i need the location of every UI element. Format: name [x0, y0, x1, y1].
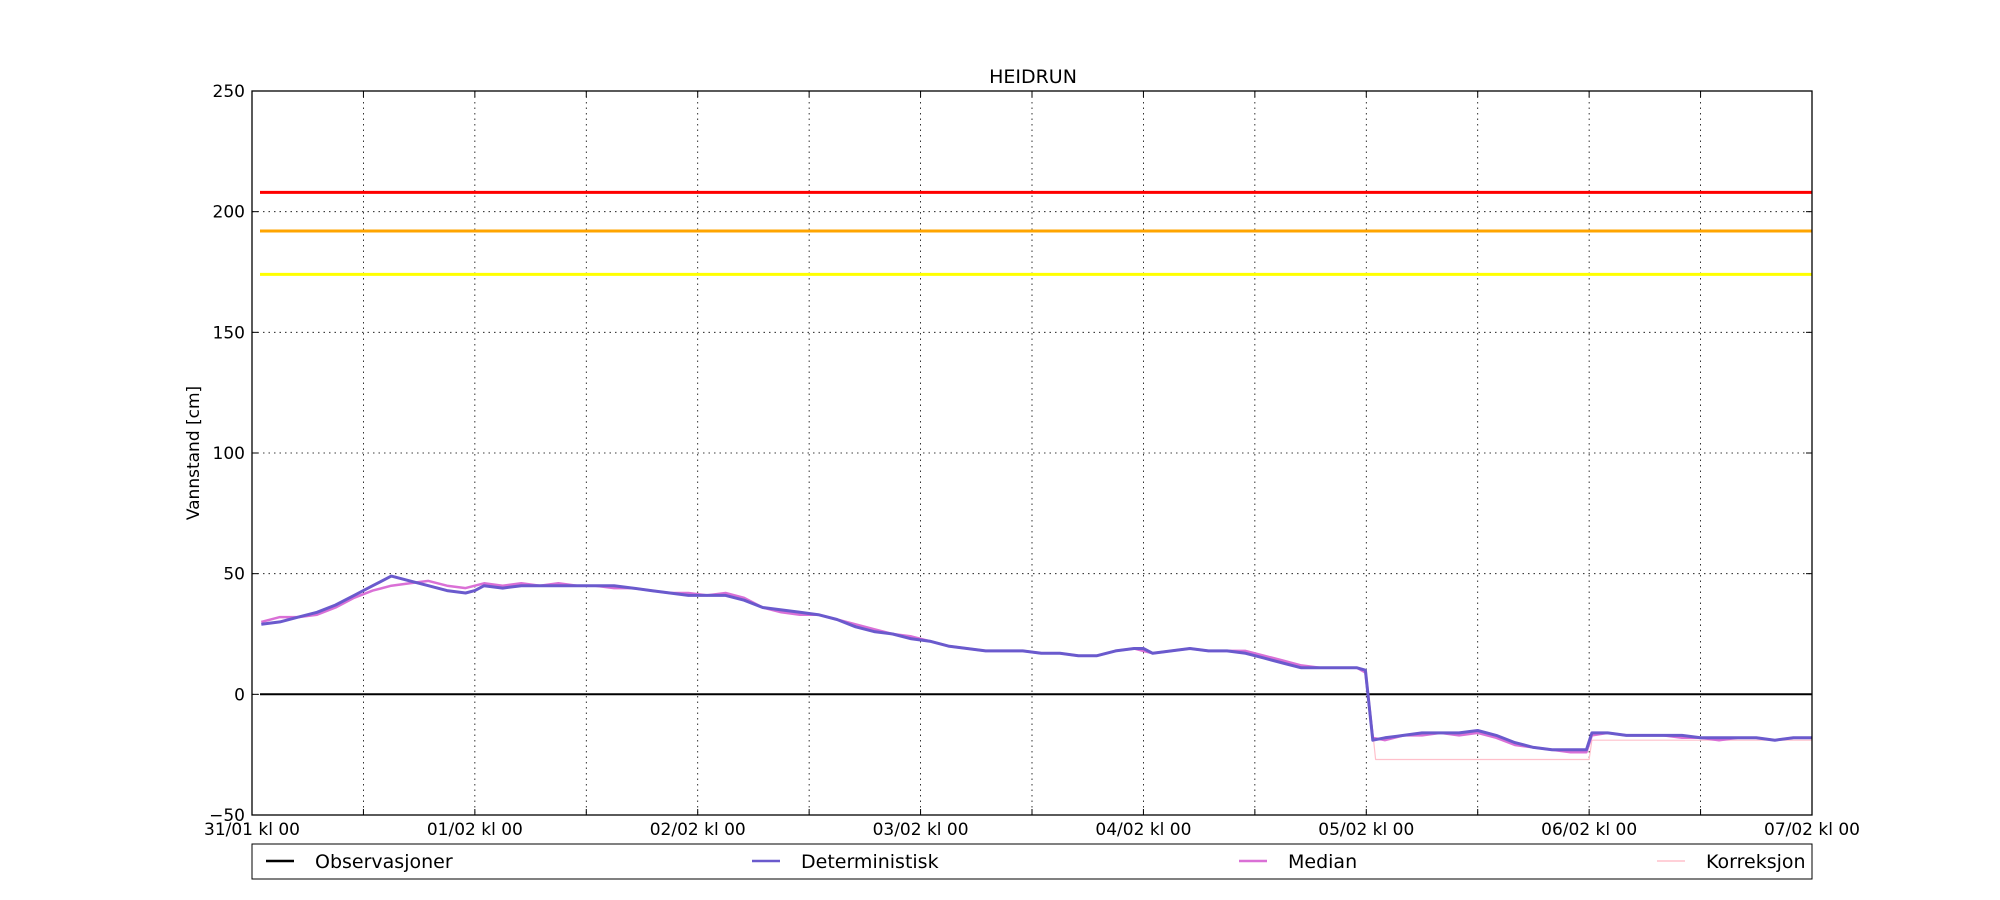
series-line-deterministisk [261, 574, 1812, 752]
x-tick-label: 03/02 kl 00 [873, 820, 969, 840]
series-line-median [260, 579, 1812, 754]
legend: Observasjoner Deterministisk Median Korreks… [251, 843, 1813, 880]
x-tick-label: 07/02 kl 00 [1764, 820, 1860, 840]
x-tick-label: 06/02 kl 00 [1541, 820, 1637, 840]
y-tick-label: 250 [213, 82, 245, 102]
y-tick-label: 150 [213, 323, 245, 343]
legend-label: Korreksjon [1706, 851, 1806, 873]
y-tick-label: 50 [223, 565, 245, 585]
x-tick-label: 31/01 kl 00 [204, 820, 300, 840]
chart-title: HEIDRUN [989, 66, 1077, 88]
grid [252, 91, 1812, 815]
x-tick-label: 05/02 kl 00 [1318, 820, 1414, 840]
legend-box [251, 843, 1813, 880]
y-axis-label: Vannstand [cm] [184, 386, 204, 520]
legend-label: Observasjoner [315, 851, 453, 873]
x-tick-label: 04/02 kl 00 [1095, 820, 1191, 840]
series-lines [260, 574, 1812, 761]
axis-ticks: −50 0 50 100 150 200 250 31/01 kl 00 01/02 kl 00… [204, 82, 1860, 840]
x-tick-label: 01/02 kl 00 [427, 820, 523, 840]
y-tick-label: 200 [213, 203, 245, 223]
x-tick-label: 02/02 kl 00 [650, 820, 746, 840]
y-tick-label: −50 [209, 806, 245, 826]
y-tick-label: 0 [234, 685, 245, 705]
legend-label: Median [1288, 851, 1357, 873]
threshold-lines [260, 190, 1812, 276]
y-tick-label: 100 [213, 444, 245, 464]
legend-label: Deterministisk [801, 851, 939, 873]
